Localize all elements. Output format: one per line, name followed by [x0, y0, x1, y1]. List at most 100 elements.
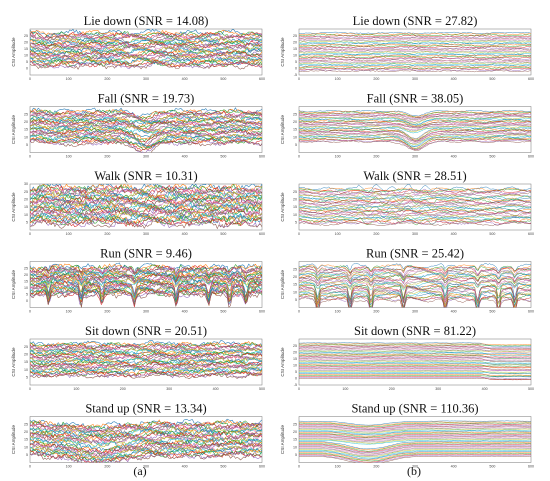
x-tick-label: 600 [259, 465, 265, 469]
series-line [30, 362, 262, 369]
series-line [299, 124, 531, 132]
chart-b-2: Walk (SNR = 28.51) CSI Amplitude 0 100 200 30… [280, 169, 534, 236]
series-line [299, 450, 531, 460]
y-axis-label: CSI Amplitude [280, 425, 285, 455]
series-line [299, 265, 531, 274]
series-line [299, 35, 531, 38]
x-tick-label: 0 [29, 77, 31, 81]
series-line [299, 197, 531, 202]
y-tick-label: 25 [24, 112, 28, 116]
series-line [299, 68, 531, 72]
series-line [299, 364, 531, 367]
series-line [299, 355, 531, 358]
series-line [299, 446, 531, 456]
series-line [299, 375, 531, 381]
column-label-b: (b) [407, 464, 421, 478]
series-line [30, 126, 262, 138]
series-line [299, 278, 531, 289]
series-line [299, 220, 531, 225]
x-tick-label: 100 [66, 77, 72, 81]
y-axis-label: CSI Amplitude [280, 192, 285, 222]
series-line [299, 57, 531, 61]
y-tick-label: 5 [295, 453, 297, 457]
x-tick-label: 100 [335, 77, 341, 81]
x-tick-label: 0 [29, 310, 31, 314]
series-line [30, 118, 262, 129]
series-line [30, 262, 262, 274]
series-line [30, 192, 262, 203]
series-line [299, 454, 531, 463]
series-line [299, 112, 531, 119]
chart-title: Run (SNR = 25.42) [366, 247, 464, 261]
series-line [299, 422, 531, 428]
chart-title: Lie down (SNR = 27.82) [353, 14, 478, 28]
series-line [299, 121, 531, 128]
series-line [299, 431, 531, 437]
y-tick-label: 5 [295, 370, 297, 374]
y-tick-label: -5 [294, 383, 297, 387]
y-tick-label: 5 [26, 60, 28, 64]
y-tick-label: 5 [26, 293, 28, 297]
series-line [299, 31, 531, 35]
x-tick-label: 200 [104, 155, 110, 159]
series-line [299, 45, 531, 49]
series-line [30, 426, 262, 437]
series-group [299, 109, 531, 152]
x-tick-label: 0 [298, 387, 300, 391]
series-line [30, 354, 262, 361]
x-tick-label: 200 [120, 387, 126, 391]
series-group [30, 262, 262, 308]
series-line [299, 62, 531, 65]
chart-title: Stand up (SNR = 13.34) [85, 402, 206, 416]
x-tick-label: 300 [412, 232, 418, 236]
series-line [30, 206, 262, 217]
x-tick-label: 300 [143, 465, 149, 469]
series-line [30, 46, 262, 55]
y-axis-label: CSI Amplitude [11, 37, 16, 67]
series-line [30, 350, 262, 357]
y-tick-label: 20 [24, 353, 28, 357]
y-tick-label: 10 [293, 445, 297, 449]
series-line [299, 69, 531, 73]
x-tick-label: 400 [482, 387, 488, 391]
series-line [299, 187, 531, 192]
series-line [30, 287, 262, 306]
series-line [299, 140, 531, 152]
series-line [299, 432, 531, 438]
series-line [299, 289, 531, 308]
series-line [299, 356, 531, 359]
x-tick-label: 500 [528, 387, 534, 391]
series-line [299, 67, 531, 70]
series-line [299, 436, 531, 442]
y-tick-label: 5 [26, 453, 28, 457]
series-group [299, 31, 531, 73]
series-line [299, 365, 531, 368]
series-line [30, 357, 262, 364]
series-line [299, 421, 531, 427]
series-line [30, 278, 262, 296]
chart-a-5: Stand up (SNR = 13.34) CSI Amplitude 0 100 2… [11, 402, 265, 469]
y-tick-label: 25 [293, 190, 297, 194]
series-line [30, 277, 262, 288]
series-line [299, 438, 531, 444]
series-line [299, 195, 531, 200]
series-line [299, 266, 531, 275]
series-line [299, 425, 531, 431]
x-tick-label: 100 [342, 387, 348, 391]
series-line [299, 350, 531, 353]
chart-title: Sit down (SNR = 20.51) [85, 324, 207, 338]
series-line [30, 201, 262, 212]
x-tick-label: 300 [412, 465, 418, 469]
series-line [30, 435, 262, 448]
x-tick-label: 200 [104, 232, 110, 236]
series-line [299, 37, 531, 40]
y-tick-label: 10 [293, 53, 297, 57]
series-line [299, 115, 531, 123]
series-line [299, 344, 531, 347]
y-tick-label: 25 [293, 267, 297, 271]
y-tick-label: 15 [293, 205, 297, 209]
series-line [299, 349, 531, 352]
series-line [299, 353, 531, 356]
